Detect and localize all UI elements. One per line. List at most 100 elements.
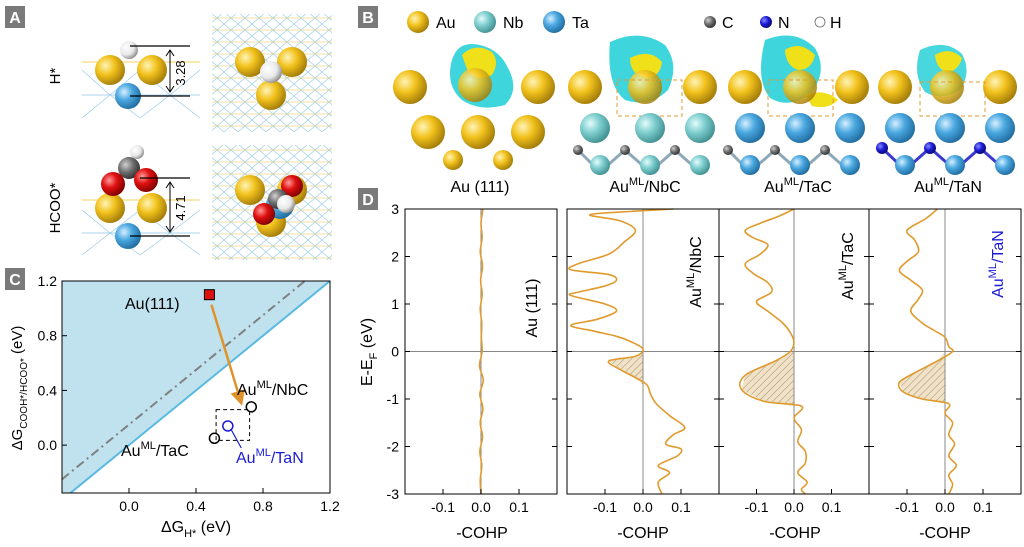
c-ylabel: ΔGCOOH*/HCOO* (eV) bbox=[9, 326, 30, 451]
c-xtick-label: 0.0 bbox=[119, 498, 139, 514]
c-point-au111 bbox=[203, 289, 215, 301]
hcoo-adsorption-side-view: 4.71 bbox=[81, 145, 201, 256]
cohp-xtick-label: -0.1 bbox=[431, 499, 455, 515]
cohp-xtick-label: -0.1 bbox=[895, 499, 919, 515]
legend-au-label: Au bbox=[436, 15, 456, 32]
cohp-ytick-label: -1 bbox=[387, 391, 400, 407]
panel-c-letter: C bbox=[9, 272, 21, 289]
cohp-ytick-label: 2 bbox=[391, 249, 399, 265]
c-line-boundary bbox=[68, 281, 330, 493]
legend-nb-swatch bbox=[474, 11, 496, 33]
c-xtick-label: 0.4 bbox=[186, 498, 206, 514]
structure-au-tan: AuML/TaN bbox=[876, 44, 1017, 196]
c-label-au-tac: AuML/TaC bbox=[121, 440, 189, 460]
d-label-au-nbc: AuML/NbC bbox=[685, 236, 705, 307]
hcoo-adsorbate-label: HCOO* bbox=[47, 182, 64, 233]
legend-ta-swatch bbox=[543, 11, 565, 33]
c-ytick-label: 0.8 bbox=[38, 328, 58, 344]
element-legend: Au Nb Ta C N H bbox=[407, 11, 842, 33]
legend-h-label: H bbox=[830, 15, 842, 32]
cohp-subpanel-2: -0.1 0.0 0.1 bbox=[566, 208, 720, 515]
cohp-xtick-label: 0.0 bbox=[935, 499, 955, 515]
d-xlabel-2: -COHP bbox=[617, 525, 669, 542]
c-xlabel: ΔGH* (eV) bbox=[161, 519, 231, 540]
c-point-au-tac bbox=[208, 432, 221, 445]
structure-au-tac: AuML/TaC bbox=[723, 35, 869, 196]
cohp-xtick-label: 0.1 bbox=[973, 499, 993, 515]
c-point-au-nbc bbox=[245, 401, 258, 413]
structure-au-nbc: AuML/NbC bbox=[568, 35, 717, 196]
cohp-curve bbox=[897, 208, 958, 495]
cohp-xtick-label: -0.1 bbox=[744, 499, 768, 515]
cohp-curve bbox=[739, 208, 808, 495]
hcoo-distance-label: 4.71 bbox=[173, 195, 188, 220]
panel-b: B Au Nb Ta C N H Au bbox=[358, 6, 1017, 196]
h-distance-label: 3.28 bbox=[173, 60, 188, 85]
structure-au111: Au (111) bbox=[393, 44, 555, 196]
panel-c-markers bbox=[203, 289, 258, 449]
d-label-au-tac: AuML/TaC bbox=[837, 232, 857, 300]
panel-c-letter-bg bbox=[5, 268, 25, 290]
cohp-xtick-label: 0.1 bbox=[509, 499, 529, 515]
cohp-xtick-label: -0.1 bbox=[593, 499, 617, 515]
c-label-au-tan: AuML/TaN bbox=[236, 447, 304, 467]
cohp-xtick-label: 0.0 bbox=[471, 499, 491, 515]
cohp-plots: -0.1 0.0 0.1 -3 -2 -1 0 1 2 3 -0.1 0.0 0.1 -0.1 0.0 0.1… bbox=[387, 201, 1022, 515]
cohp-subpanel-4: -0.1 0.0 0.1 bbox=[868, 208, 1022, 515]
c-line-dash-dot bbox=[62, 281, 307, 481]
d-xlabel-1: -COHP bbox=[456, 525, 508, 542]
c-label-au111: Au(111) bbox=[125, 296, 180, 313]
cohp-xtick-label: 0.1 bbox=[671, 499, 691, 515]
c-label-au-nbc: AuML/NbC bbox=[237, 379, 308, 399]
c-ytick-label: 1.2 bbox=[38, 273, 58, 289]
cohp-curve bbox=[568, 208, 686, 495]
panel-c: C 0.0 0.4 0.8 1.2 0.0 0.4 0.8 1.2 Au(111) AuML/… bbox=[5, 268, 340, 540]
panel-c-axes: 0.0 0.4 0.8 1.2 0.0 0.4 0.8 1.2 bbox=[38, 273, 340, 514]
legend-c-swatch bbox=[704, 16, 716, 28]
cohp-ytick-label: 0 bbox=[391, 344, 399, 360]
panel-d: D -0.1 0.0 0.1 -3 -2 -1 0 1 2 3 -0.1 0.0 0.1 -0.1 0.0 0… bbox=[358, 188, 1022, 542]
structure-au-tan-label: AuML/TaN bbox=[914, 176, 982, 196]
structure-au111-label: Au (111) bbox=[451, 179, 510, 196]
d-xlabel-4: -COHP bbox=[919, 525, 971, 542]
cohp-xtick-label: 0.0 bbox=[784, 499, 804, 515]
c-cluster-box bbox=[215, 409, 251, 441]
hcoo-adsorption-top-view bbox=[212, 145, 332, 260]
cohp-filled-region bbox=[899, 351, 945, 404]
d-label-au111: Au (111) bbox=[524, 279, 541, 338]
cohp-xtick-label: 0.0 bbox=[633, 499, 653, 515]
c-xtick-label: 0.8 bbox=[253, 498, 273, 514]
panel-b-letter: B bbox=[362, 10, 374, 27]
cohp-ytick-label: -3 bbox=[387, 486, 400, 502]
legend-au-swatch bbox=[407, 11, 429, 33]
c-ytick-label: 0.4 bbox=[38, 382, 58, 398]
legend-ta-label: Ta bbox=[572, 15, 589, 32]
panel-b-letter-bg bbox=[358, 6, 378, 28]
cohp-curve bbox=[478, 208, 485, 495]
panel-a: A 3.28 H* bbox=[5, 6, 332, 260]
d-label-au-tan: AuML/TaN bbox=[987, 230, 1007, 298]
h-adsorption-top-view bbox=[212, 14, 332, 132]
panel-a-letter: A bbox=[9, 10, 21, 27]
panel-a-letter-bg bbox=[5, 6, 25, 28]
c-point-au-tan bbox=[222, 420, 234, 432]
panel-c-plot-area bbox=[62, 281, 330, 493]
cohp-ytick-label: 1 bbox=[391, 296, 399, 312]
cohp-ytick-label: -2 bbox=[387, 439, 400, 455]
d-xlabel-3: -COHP bbox=[769, 525, 821, 542]
d-ylabel: E-EF (eV) bbox=[359, 318, 380, 386]
cohp-filled-region bbox=[608, 351, 643, 404]
legend-c-label: C bbox=[722, 15, 734, 32]
h-adsorbate-label: H* bbox=[47, 68, 64, 85]
cohp-xtick-label: 0.1 bbox=[822, 499, 842, 515]
h-adsorption-side-view: 3.28 bbox=[81, 41, 201, 119]
legend-n-label: N bbox=[778, 15, 790, 32]
cohp-ytick-label: 3 bbox=[391, 201, 399, 217]
c-ytick-label: 0.0 bbox=[38, 437, 58, 453]
panel-d-letter: D bbox=[362, 192, 374, 209]
legend-h-swatch bbox=[814, 16, 826, 28]
c-tan-leader bbox=[230, 428, 242, 449]
panel-d-letter-bg bbox=[358, 188, 378, 210]
structure-au-tac-label: AuML/TaC bbox=[764, 176, 832, 196]
